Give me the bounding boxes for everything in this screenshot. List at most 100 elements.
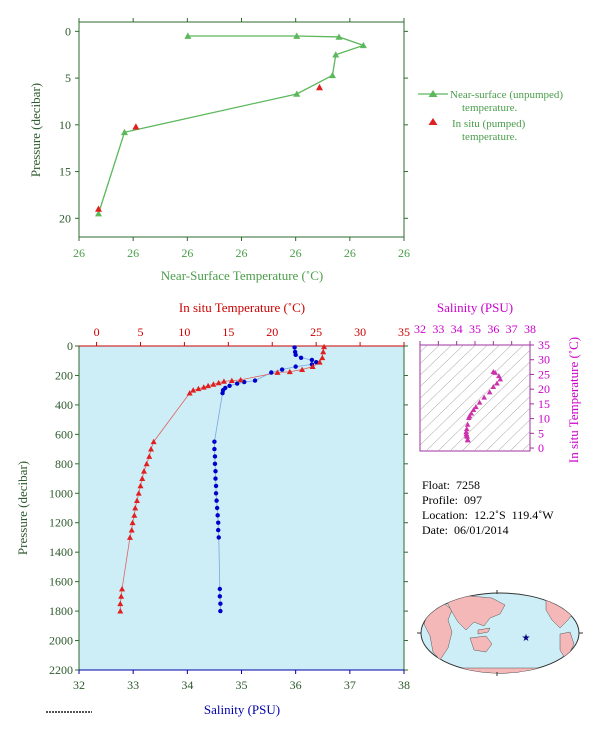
ts-salinity-tick-label: 33 xyxy=(432,322,444,336)
ts-temperature-tick-label: 35 xyxy=(538,338,550,352)
profile-temperature-point xyxy=(286,368,293,375)
density-contour-line xyxy=(420,345,464,388)
profile-pressure-tick-label: 2200 xyxy=(49,663,73,677)
ts-point xyxy=(497,376,504,382)
ts-salinity-tick-label: 36 xyxy=(487,322,499,336)
ts-temperature-tick-label: 5 xyxy=(538,426,544,440)
near-surface-y-tick-label: 10 xyxy=(59,118,71,132)
profile-salinity-tick-label: 32 xyxy=(73,678,85,692)
profile-salinity-point xyxy=(216,535,221,540)
profile-temperature-point xyxy=(143,460,150,467)
profile-temperature-point xyxy=(319,354,326,361)
profile-temperature-point xyxy=(215,379,222,386)
map-ticks xyxy=(417,590,583,676)
legend-marker-unpumped xyxy=(428,90,438,97)
density-contour-line xyxy=(420,345,512,434)
density-contour-line xyxy=(420,345,452,376)
profile-pressure-tick-label: 1000 xyxy=(49,486,73,500)
ts-series xyxy=(463,368,504,443)
ts-point xyxy=(473,404,479,410)
ts-point xyxy=(465,414,472,420)
ts-salinity-tick-label: 37 xyxy=(506,322,518,336)
world-map: ★ xyxy=(417,590,583,676)
density-contour-line xyxy=(497,419,530,451)
legend-label-pumped-line2: temperature. xyxy=(462,131,518,143)
density-contour-line xyxy=(521,442,530,451)
profile-salinity-point xyxy=(292,345,297,350)
density-contour-line xyxy=(420,345,476,399)
profile-salinity-point xyxy=(213,483,219,489)
profile-temperature-point xyxy=(274,369,281,375)
near-surface-x-tick-label: 26 xyxy=(344,246,356,260)
profile-panel: 0 5 10 15 20 25 30 35 32 33 34 35 36 37 38 0 200 400 600 80… xyxy=(15,300,410,717)
ts-salinity-tick-label: 34 xyxy=(451,322,463,336)
ts-temperature-tick-label: 20 xyxy=(538,382,550,396)
profile-temperature-point xyxy=(132,505,139,511)
ts-salinity-tick-label: 32 xyxy=(414,322,426,336)
profile-temperature-tick-label: 35 xyxy=(398,325,410,339)
profile-temperature-point xyxy=(117,600,124,607)
ts-temperature-tick-label: 10 xyxy=(538,412,550,426)
near-surface-pumped-point xyxy=(95,205,102,212)
density-contours xyxy=(420,335,601,461)
density-contour-line xyxy=(524,335,601,461)
profile-salinity-point xyxy=(217,586,223,592)
profile-number: Profile: 097 xyxy=(422,493,482,507)
profile-salinity-tick-label: 38 xyxy=(398,678,410,692)
profile-temperature-point xyxy=(117,608,124,614)
profile-temperature-point xyxy=(205,382,212,389)
profile-temperature-point xyxy=(133,497,140,504)
profile-salinity-point xyxy=(234,381,240,386)
profile-pressure-tick-label: 400 xyxy=(55,398,73,412)
near-surface-x-tick-label: 26 xyxy=(290,246,302,260)
profile-pressure-tick-label: 0 xyxy=(67,339,73,353)
profile-salinity-point xyxy=(293,352,298,358)
profile-salinity-tick-label: 34 xyxy=(181,678,193,692)
float-location: Location: 12.2˚S 119.4˚W xyxy=(422,508,554,522)
ts-salinity-tick-label: 38 xyxy=(524,322,536,336)
profile-temperature-point xyxy=(190,387,197,393)
profile-temperature-tick-label: 5 xyxy=(137,325,143,339)
profile-salinity-point xyxy=(213,476,218,481)
near-surface-y-axis-label: Pressure (decibar) xyxy=(28,83,43,177)
profile-salinity-point xyxy=(314,360,319,365)
profile-temperature-point xyxy=(150,438,157,445)
density-contour-line xyxy=(425,349,530,451)
profile-salinity-point xyxy=(215,513,220,518)
profile-temperature-tick-label: 0 xyxy=(94,325,100,339)
profile-temperature-tick-label: 10 xyxy=(178,325,190,339)
profile-temperature-point xyxy=(237,376,244,383)
density-contour-line xyxy=(420,345,440,365)
ts-point xyxy=(465,437,471,443)
profile-salinity-point xyxy=(220,390,225,396)
near-surface-unpumped-point xyxy=(332,51,340,58)
profile-salinity-point xyxy=(213,468,218,474)
density-contour-line xyxy=(461,384,530,451)
ts-x-axis-label: Salinity (PSU) xyxy=(437,300,513,315)
legend-marker-pumped xyxy=(428,118,438,125)
ts-y-axis-label: In situ Temperature (˚C) xyxy=(566,337,581,463)
near-surface-unpumped-point xyxy=(293,90,301,97)
profile-y-axis-label: Pressure (decibar) xyxy=(15,461,30,555)
ts-temperature-tick-label: 15 xyxy=(538,397,550,411)
near-surface-unpumped-point xyxy=(329,71,336,79)
profile-salinity-point xyxy=(298,355,304,360)
profile-salinity-point xyxy=(212,454,218,459)
profile-salinity-point xyxy=(214,505,220,511)
profile-temperature-point xyxy=(135,490,142,496)
profile-salinity-point xyxy=(213,491,219,496)
density-contour-line xyxy=(473,396,530,451)
profile-temperature-point xyxy=(119,586,126,592)
profile-salinity-point xyxy=(242,379,247,385)
profile-temperature-point xyxy=(316,359,323,365)
profile-salinity-tick-label: 37 xyxy=(344,678,356,692)
profile-pressure-tick-label: 2000 xyxy=(49,634,73,648)
near-surface-unpumped-point xyxy=(359,41,367,49)
profile-salinity-point xyxy=(217,594,223,599)
profile-salinity-point xyxy=(309,357,315,363)
near-surface-x-axis-label: Near-Surface Temperature (˚C) xyxy=(161,268,323,283)
profile-top-axis-label: In situ Temperature (˚C) xyxy=(179,300,305,315)
profile-salinity-point xyxy=(279,367,285,372)
